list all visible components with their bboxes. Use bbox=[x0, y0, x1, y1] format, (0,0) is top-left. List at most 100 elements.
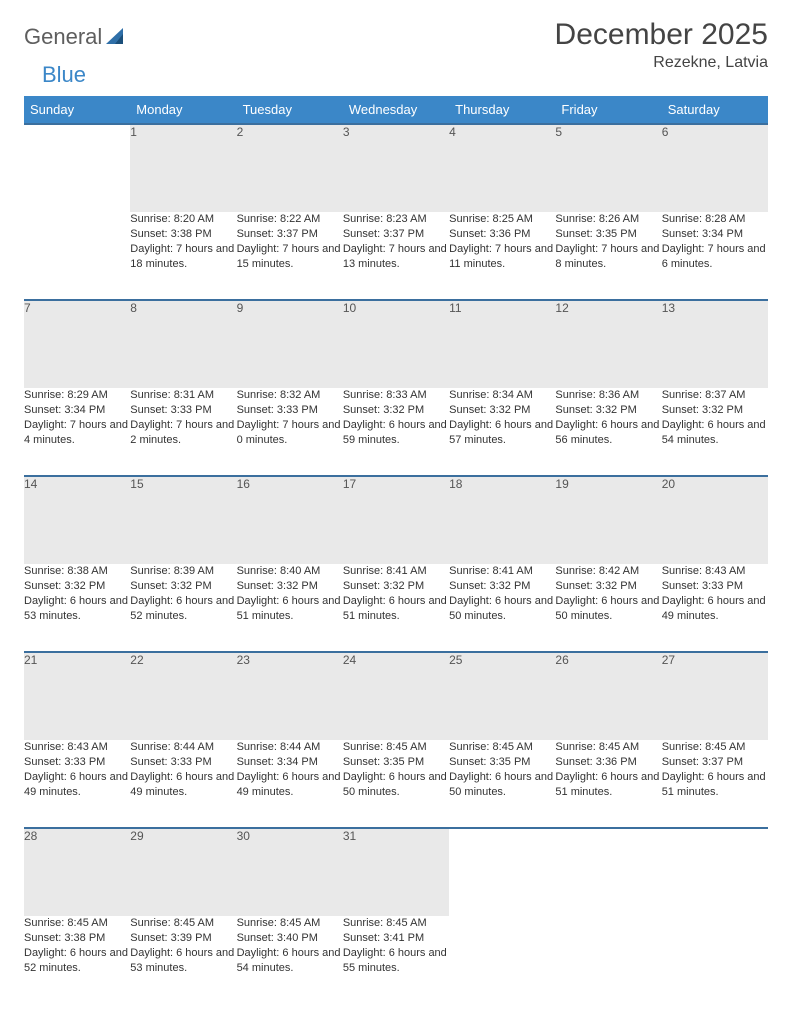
day-number-cell: 13 bbox=[662, 300, 768, 388]
day-content-cell: Sunrise: 8:36 AMSunset: 3:32 PMDaylight:… bbox=[555, 388, 661, 476]
sunrise-text: Sunrise: 8:23 AM bbox=[343, 212, 449, 227]
daylight-text: Daylight: 7 hours and 15 minutes. bbox=[237, 242, 343, 272]
day-content-cell bbox=[662, 916, 768, 1004]
sunset-text: Sunset: 3:34 PM bbox=[662, 227, 768, 242]
sunset-text: Sunset: 3:32 PM bbox=[237, 579, 343, 594]
sunset-text: Sunset: 3:38 PM bbox=[24, 931, 130, 946]
weekday-header: Wednesday bbox=[343, 96, 449, 124]
daylight-text: Daylight: 6 hours and 54 minutes. bbox=[237, 946, 343, 976]
day-content-cell: Sunrise: 8:20 AMSunset: 3:38 PMDaylight:… bbox=[130, 212, 236, 300]
day-number-cell: 30 bbox=[237, 828, 343, 916]
sunrise-text: Sunrise: 8:26 AM bbox=[555, 212, 661, 227]
sunset-text: Sunset: 3:32 PM bbox=[662, 403, 768, 418]
sunrise-text: Sunrise: 8:43 AM bbox=[662, 564, 768, 579]
day-content-cell bbox=[555, 916, 661, 1004]
location: Rezekne, Latvia bbox=[555, 54, 768, 72]
day-number-cell bbox=[555, 828, 661, 916]
day-content-cell: Sunrise: 8:39 AMSunset: 3:32 PMDaylight:… bbox=[130, 564, 236, 652]
day-content-cell: Sunrise: 8:22 AMSunset: 3:37 PMDaylight:… bbox=[237, 212, 343, 300]
weekday-header: Saturday bbox=[662, 96, 768, 124]
day-number-row: 78910111213 bbox=[24, 300, 768, 388]
sunrise-text: Sunrise: 8:41 AM bbox=[343, 564, 449, 579]
brand-word2: Blue bbox=[24, 62, 86, 88]
daylight-text: Daylight: 6 hours and 49 minutes. bbox=[24, 770, 130, 800]
sunset-text: Sunset: 3:33 PM bbox=[130, 755, 236, 770]
day-content-row: Sunrise: 8:45 AMSunset: 3:38 PMDaylight:… bbox=[24, 916, 768, 1004]
day-number-cell: 22 bbox=[130, 652, 236, 740]
day-number-cell: 31 bbox=[343, 828, 449, 916]
sunrise-text: Sunrise: 8:31 AM bbox=[130, 388, 236, 403]
sunrise-text: Sunrise: 8:45 AM bbox=[449, 740, 555, 755]
sunrise-text: Sunrise: 8:45 AM bbox=[662, 740, 768, 755]
daylight-text: Daylight: 6 hours and 51 minutes. bbox=[555, 770, 661, 800]
sunrise-text: Sunrise: 8:32 AM bbox=[237, 388, 343, 403]
sunrise-text: Sunrise: 8:45 AM bbox=[343, 916, 449, 931]
day-content-cell bbox=[449, 916, 555, 1004]
sunrise-text: Sunrise: 8:38 AM bbox=[24, 564, 130, 579]
sunrise-text: Sunrise: 8:36 AM bbox=[555, 388, 661, 403]
day-content-cell: Sunrise: 8:45 AMSunset: 3:35 PMDaylight:… bbox=[343, 740, 449, 828]
sunrise-text: Sunrise: 8:41 AM bbox=[449, 564, 555, 579]
sunrise-text: Sunrise: 8:45 AM bbox=[555, 740, 661, 755]
day-content-cell: Sunrise: 8:41 AMSunset: 3:32 PMDaylight:… bbox=[449, 564, 555, 652]
sunset-text: Sunset: 3:37 PM bbox=[662, 755, 768, 770]
day-content-cell: Sunrise: 8:45 AMSunset: 3:40 PMDaylight:… bbox=[237, 916, 343, 1004]
sunset-text: Sunset: 3:32 PM bbox=[343, 403, 449, 418]
sunset-text: Sunset: 3:33 PM bbox=[662, 579, 768, 594]
day-content-row: Sunrise: 8:20 AMSunset: 3:38 PMDaylight:… bbox=[24, 212, 768, 300]
day-number-cell bbox=[449, 828, 555, 916]
title-block: December 2025 Rezekne, Latvia bbox=[555, 18, 768, 72]
sunrise-text: Sunrise: 8:45 AM bbox=[24, 916, 130, 931]
day-number-row: 123456 bbox=[24, 124, 768, 212]
brand-logo: General bbox=[24, 18, 128, 50]
sunset-text: Sunset: 3:35 PM bbox=[449, 755, 555, 770]
day-number-cell: 16 bbox=[237, 476, 343, 564]
day-content-cell: Sunrise: 8:31 AMSunset: 3:33 PMDaylight:… bbox=[130, 388, 236, 476]
weekday-header: Thursday bbox=[449, 96, 555, 124]
daylight-text: Daylight: 6 hours and 50 minutes. bbox=[555, 594, 661, 624]
daylight-text: Daylight: 7 hours and 4 minutes. bbox=[24, 418, 130, 448]
day-content-cell: Sunrise: 8:41 AMSunset: 3:32 PMDaylight:… bbox=[343, 564, 449, 652]
sunset-text: Sunset: 3:36 PM bbox=[449, 227, 555, 242]
day-number-cell: 18 bbox=[449, 476, 555, 564]
sunrise-text: Sunrise: 8:37 AM bbox=[662, 388, 768, 403]
day-number-cell: 19 bbox=[555, 476, 661, 564]
sunrise-text: Sunrise: 8:44 AM bbox=[237, 740, 343, 755]
day-number-cell: 14 bbox=[24, 476, 130, 564]
daylight-text: Daylight: 6 hours and 51 minutes. bbox=[237, 594, 343, 624]
day-content-cell: Sunrise: 8:28 AMSunset: 3:34 PMDaylight:… bbox=[662, 212, 768, 300]
sunset-text: Sunset: 3:38 PM bbox=[130, 227, 236, 242]
day-content-row: Sunrise: 8:38 AMSunset: 3:32 PMDaylight:… bbox=[24, 564, 768, 652]
day-number-cell bbox=[24, 124, 130, 212]
day-content-cell: Sunrise: 8:43 AMSunset: 3:33 PMDaylight:… bbox=[24, 740, 130, 828]
day-content-cell: Sunrise: 8:38 AMSunset: 3:32 PMDaylight:… bbox=[24, 564, 130, 652]
day-content-row: Sunrise: 8:43 AMSunset: 3:33 PMDaylight:… bbox=[24, 740, 768, 828]
daylight-text: Daylight: 6 hours and 50 minutes. bbox=[449, 770, 555, 800]
day-number-cell: 3 bbox=[343, 124, 449, 212]
day-number-cell: 6 bbox=[662, 124, 768, 212]
sunrise-text: Sunrise: 8:45 AM bbox=[343, 740, 449, 755]
day-content-cell: Sunrise: 8:42 AMSunset: 3:32 PMDaylight:… bbox=[555, 564, 661, 652]
sunrise-text: Sunrise: 8:29 AM bbox=[24, 388, 130, 403]
day-number-cell: 4 bbox=[449, 124, 555, 212]
day-number-cell: 29 bbox=[130, 828, 236, 916]
day-content-cell: Sunrise: 8:45 AMSunset: 3:41 PMDaylight:… bbox=[343, 916, 449, 1004]
daylight-text: Daylight: 6 hours and 49 minutes. bbox=[130, 770, 236, 800]
day-content-cell: Sunrise: 8:45 AMSunset: 3:35 PMDaylight:… bbox=[449, 740, 555, 828]
day-content-cell: Sunrise: 8:40 AMSunset: 3:32 PMDaylight:… bbox=[237, 564, 343, 652]
day-number-cell: 17 bbox=[343, 476, 449, 564]
day-number-cell: 23 bbox=[237, 652, 343, 740]
daylight-text: Daylight: 6 hours and 57 minutes. bbox=[449, 418, 555, 448]
daylight-text: Daylight: 6 hours and 53 minutes. bbox=[130, 946, 236, 976]
daylight-text: Daylight: 7 hours and 13 minutes. bbox=[343, 242, 449, 272]
day-content-cell: Sunrise: 8:45 AMSunset: 3:37 PMDaylight:… bbox=[662, 740, 768, 828]
sunset-text: Sunset: 3:32 PM bbox=[555, 579, 661, 594]
sunrise-text: Sunrise: 8:42 AM bbox=[555, 564, 661, 579]
sunset-text: Sunset: 3:36 PM bbox=[555, 755, 661, 770]
sunset-text: Sunset: 3:32 PM bbox=[449, 403, 555, 418]
sunset-text: Sunset: 3:32 PM bbox=[555, 403, 661, 418]
day-number-cell: 12 bbox=[555, 300, 661, 388]
day-number-cell: 9 bbox=[237, 300, 343, 388]
day-number-cell: 10 bbox=[343, 300, 449, 388]
day-content-cell: Sunrise: 8:33 AMSunset: 3:32 PMDaylight:… bbox=[343, 388, 449, 476]
